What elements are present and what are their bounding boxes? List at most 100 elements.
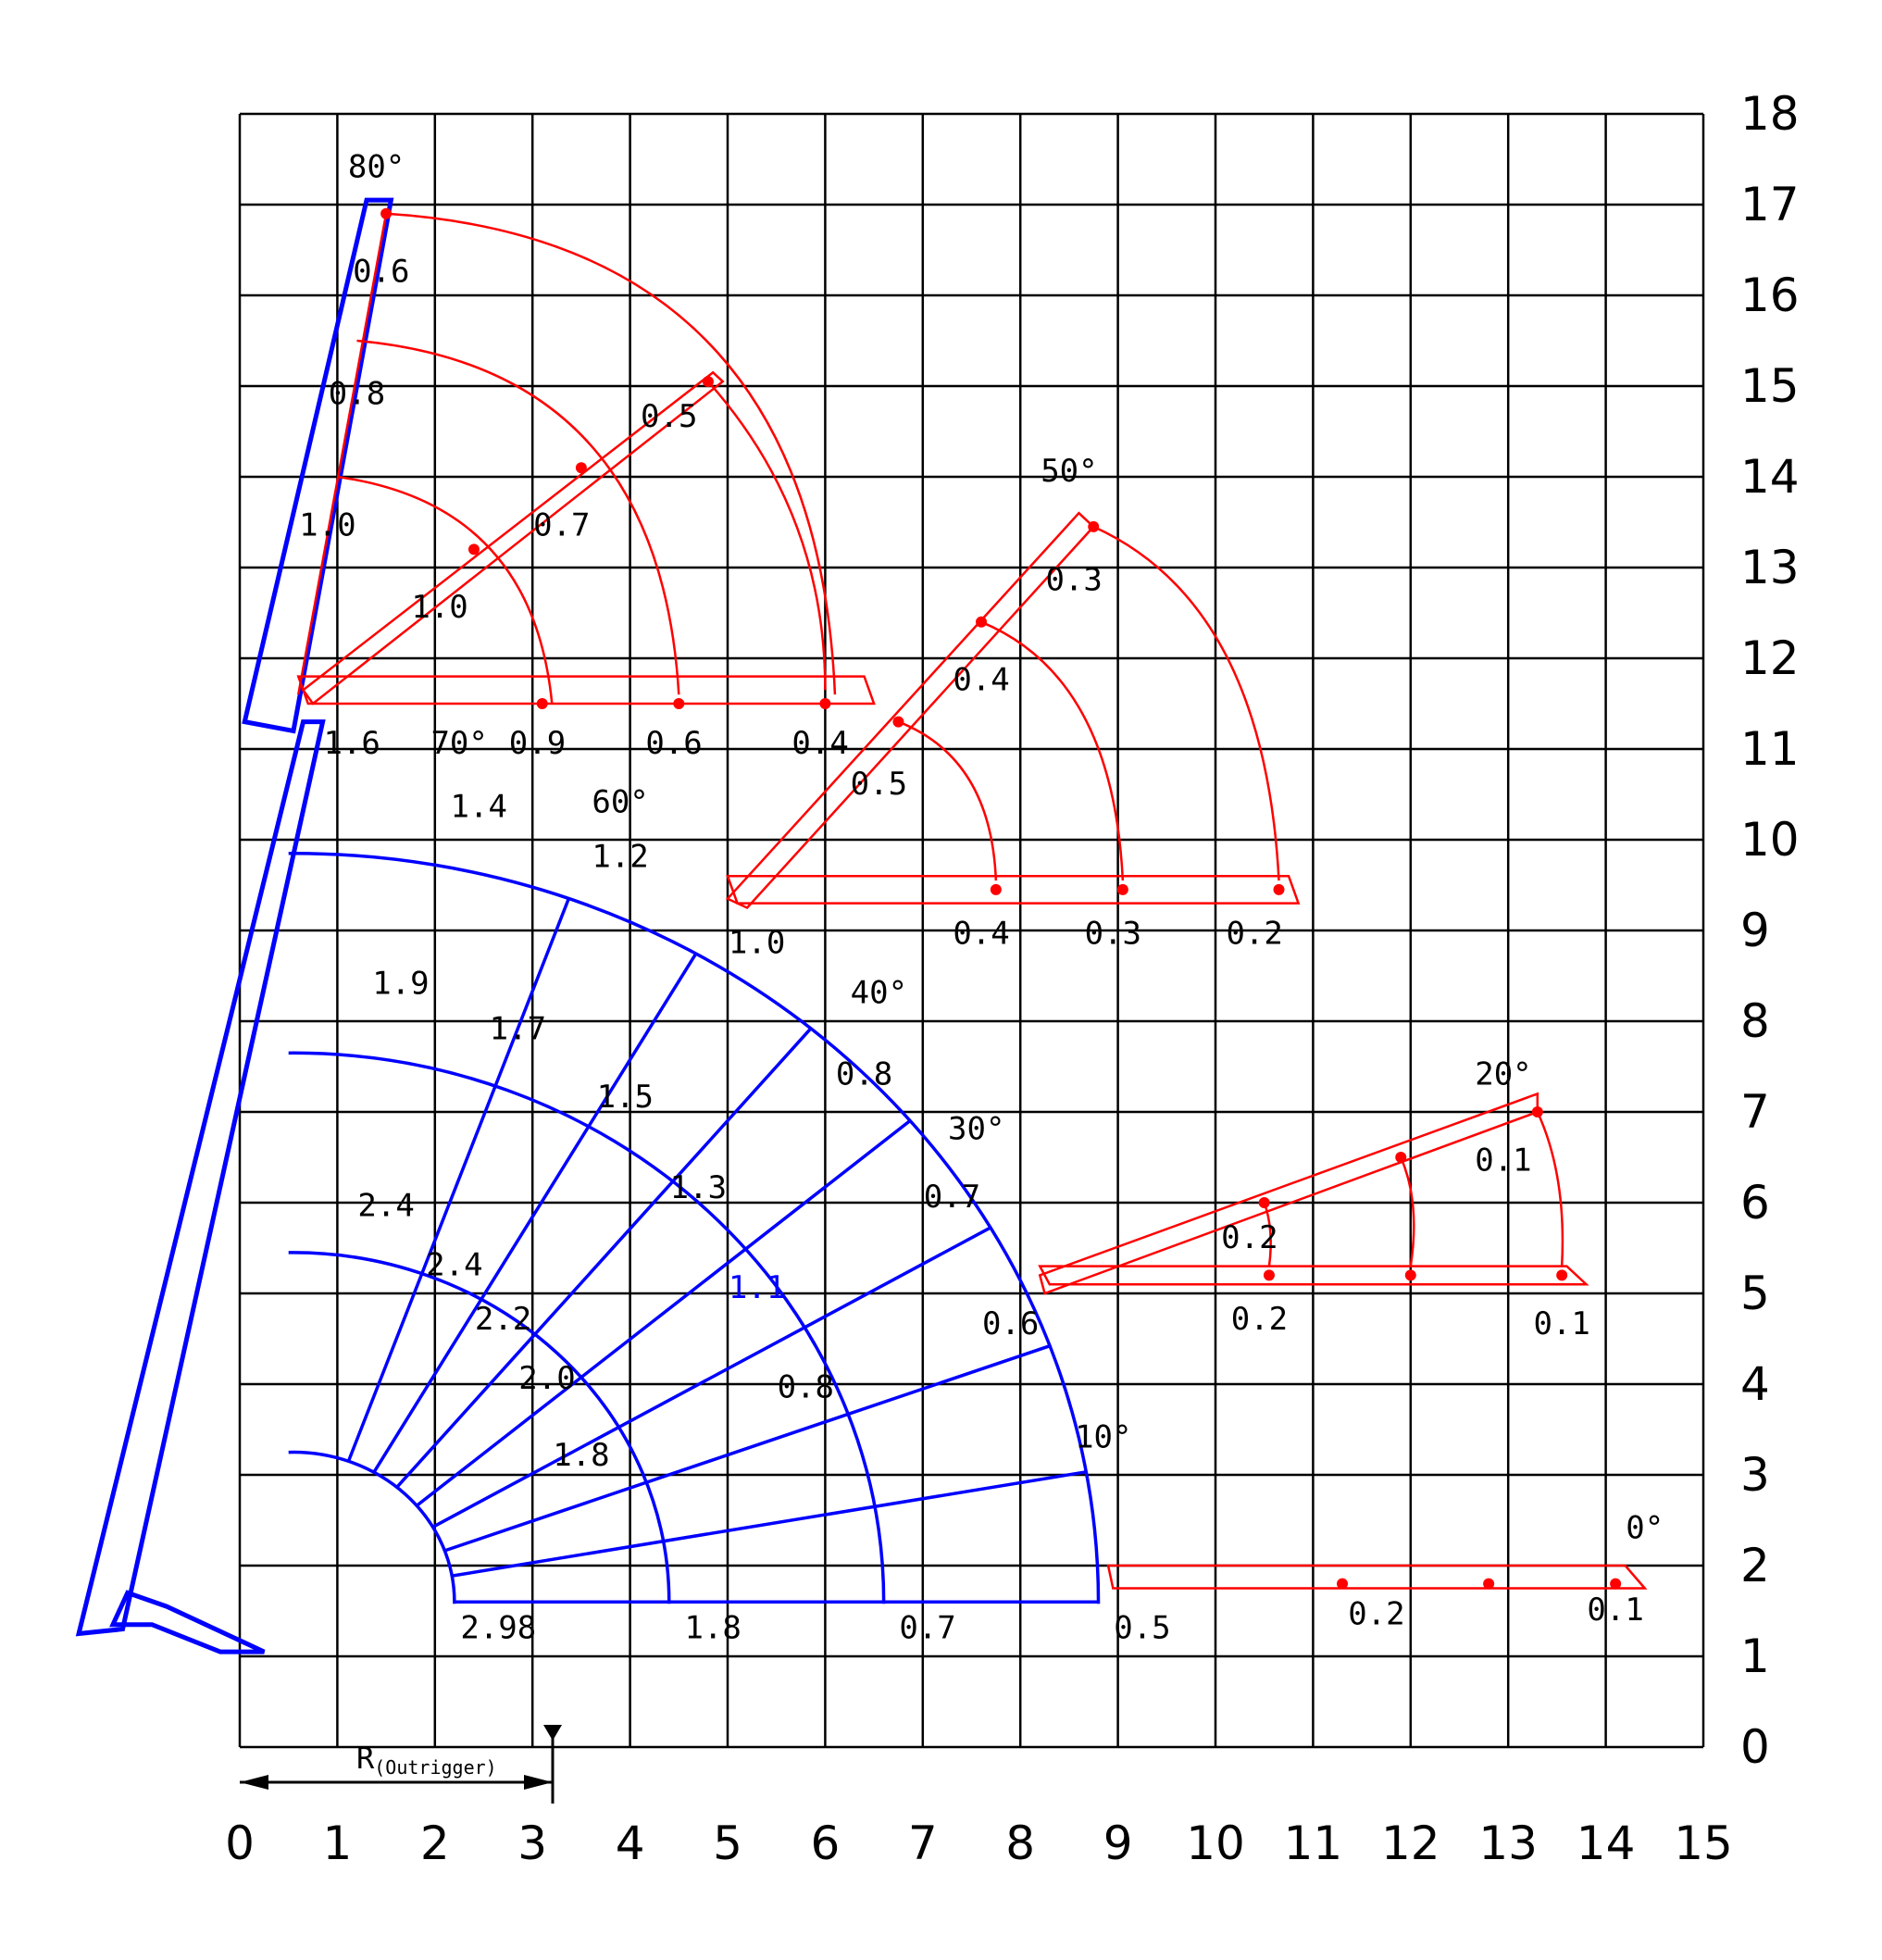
- boom-base-bracket: [109, 1590, 266, 1654]
- main-boom-radial-line: [395, 1027, 813, 1489]
- jib-hook-point: [1263, 1269, 1275, 1281]
- y-tick-label: 2: [1740, 1539, 1770, 1592]
- y-tick-label: 5: [1740, 1267, 1770, 1320]
- telescopic-boom-outer: [75, 719, 326, 1637]
- jib-load-label: 0.5: [641, 398, 697, 435]
- y-tick-label: 7: [1740, 1085, 1770, 1139]
- jib-load-label: 0.1: [1475, 1142, 1531, 1180]
- angle-label: 40°: [851, 974, 907, 1011]
- y-tick-label: 12: [1740, 631, 1800, 685]
- jib-hook-point: [1088, 520, 1100, 532]
- main-load-label: 0.8: [836, 1056, 892, 1093]
- main-boom-radial-line: [431, 1226, 991, 1529]
- jib-load-label: 0.4: [953, 661, 1009, 698]
- main-boom-radial-line: [372, 953, 698, 1474]
- jib-hook-point: [1404, 1269, 1416, 1281]
- jib-load-label: 0.2: [1348, 1596, 1404, 1633]
- jib-hook-point: [819, 698, 831, 709]
- x-tick-label: 1: [322, 1816, 352, 1870]
- jib-hook-point: [1610, 1578, 1622, 1590]
- base-load-label: 1.8: [684, 1609, 741, 1646]
- jib-area: [296, 207, 1648, 1590]
- jib-load-label: 0.1: [1533, 1305, 1589, 1342]
- main-boom-radial-line: [416, 1119, 912, 1507]
- x-tick-label: 6: [810, 1816, 840, 1870]
- jib-arc-80: [356, 339, 680, 695]
- y-tick-label: 13: [1740, 541, 1800, 594]
- main-boom-arc: [288, 1251, 671, 1604]
- jib-load-label: 0.1: [1587, 1592, 1643, 1629]
- outrigger-label-sub: (Outrigger): [374, 1756, 496, 1779]
- main-boom-radial-line: [346, 897, 571, 1462]
- jib-load-label: 0.3: [1085, 916, 1141, 953]
- y-tick-label: 8: [1740, 994, 1770, 1048]
- jib-arc-50: [1092, 525, 1280, 881]
- jib-arc-20: [1400, 1156, 1415, 1267]
- angle-label: 60°: [592, 784, 648, 821]
- main-load-label: 0.6: [982, 1305, 1039, 1342]
- jib-arc-50: [980, 620, 1125, 881]
- chart-grid: [238, 112, 1705, 1749]
- main-load-label: 2.4: [426, 1246, 482, 1283]
- jib-load-label: 0.6: [645, 725, 702, 762]
- y-tick-label: 17: [1740, 178, 1800, 231]
- base-load-label: 0.7: [899, 1609, 955, 1646]
- jib-50-horizontal: [726, 874, 1301, 905]
- main-boom-area: [75, 197, 1101, 1654]
- jib-load-label: 0.7: [533, 507, 590, 544]
- main-load-label: 1.1: [729, 1269, 785, 1306]
- outrigger-arrow-left: [240, 1775, 268, 1790]
- outrigger-marker: R(Outrigger): [240, 1725, 562, 1804]
- jib-hook-point: [1556, 1269, 1568, 1281]
- jib-load-label: 0.8: [329, 376, 385, 413]
- jib-hook-point: [536, 698, 548, 709]
- y-tick-label: 10: [1740, 813, 1800, 867]
- jib-hook-point: [1337, 1578, 1349, 1590]
- main-load-label: 1.7: [490, 1011, 546, 1048]
- main-load-label: 1.9: [372, 966, 429, 1003]
- main-load-label: 2.0: [518, 1360, 575, 1397]
- y-tick-label: 3: [1740, 1448, 1770, 1502]
- x-tick-label: 8: [1005, 1816, 1035, 1870]
- jib-hook-point: [892, 716, 904, 728]
- jib-hook-point: [1531, 1106, 1543, 1117]
- base-load-label: 2.98: [460, 1609, 536, 1646]
- jib-hook-point: [1483, 1578, 1495, 1590]
- x-tick-label: 5: [713, 1816, 742, 1870]
- main-load-label: 0.7: [924, 1179, 980, 1216]
- jib-arc-20: [1536, 1111, 1564, 1267]
- jib-hook-point: [976, 616, 988, 628]
- main-boom-arc: [288, 1450, 456, 1604]
- x-tick-label: 12: [1381, 1816, 1440, 1870]
- x-tick-label: 15: [1674, 1816, 1733, 1870]
- x-tick-label: 4: [616, 1816, 645, 1870]
- x-tick-label: 11: [1284, 1816, 1343, 1870]
- angle-label: 50°: [1041, 453, 1097, 490]
- x-tick-label: 2: [420, 1816, 450, 1870]
- jib-hook-point: [1273, 883, 1285, 895]
- main-load-label: 1.3: [670, 1169, 727, 1206]
- jib-load-label: 0.6: [353, 253, 409, 290]
- x-tick-label: 0: [225, 1816, 255, 1870]
- jib-load-label: 0.3: [1045, 562, 1102, 599]
- main-load-label: 2.2: [475, 1301, 531, 1338]
- angle-label: 20°: [1475, 1056, 1531, 1093]
- jib-load-label: 0.5: [851, 766, 907, 803]
- main-boom-radial-line: [451, 1470, 1087, 1578]
- x-tick-label: 14: [1577, 1816, 1636, 1870]
- jib-load-label: 0.4: [791, 725, 848, 762]
- base-load-label: 0.5: [1114, 1609, 1170, 1646]
- jib-load-label: 0.2: [1221, 1219, 1278, 1256]
- jib-hook-point: [1116, 883, 1128, 895]
- y-tick-label: 14: [1740, 450, 1800, 504]
- jib-80-boom: [297, 213, 388, 695]
- angle-label: 70°: [430, 725, 487, 762]
- jib-20-horizontal: [1038, 1265, 1589, 1286]
- main-boom-radial-line: [443, 1344, 1051, 1553]
- x-tick-label: 10: [1186, 1816, 1245, 1870]
- jib-hook-point: [673, 698, 685, 709]
- jib-hook-point: [467, 543, 480, 556]
- jib-load-label: 1.0: [411, 589, 467, 626]
- jib-load-label: 0.4: [953, 916, 1009, 953]
